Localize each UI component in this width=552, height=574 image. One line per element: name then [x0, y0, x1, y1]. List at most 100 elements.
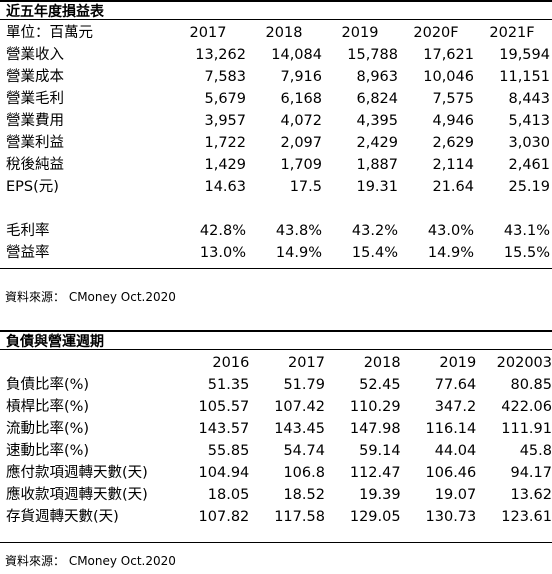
cell-value: 7,583 — [204, 69, 246, 85]
source-note: 資料來源： CMoney Oct.2020 — [5, 554, 176, 568]
cell-value: 11,151 — [499, 69, 550, 85]
table-row: 速動比率(%) 55.85 54.74 59.14 44.04 45.8 — [0, 440, 552, 462]
unit-label: 單位：百萬元 — [6, 25, 93, 41]
cell-value: 107.82 — [198, 509, 250, 525]
cell-value: 2,629 — [432, 135, 474, 151]
cell-value: 2,097 — [280, 135, 322, 151]
cell-value: 25.19 — [508, 179, 550, 195]
table-row: 稅後純益 1,429 1,709 1,887 2,114 2,461 — [0, 154, 550, 176]
row-label: 毛利率 — [6, 223, 50, 239]
cell-value: 107.42 — [274, 399, 325, 415]
cell-value: 13,262 — [195, 47, 246, 63]
table-row: 應收款項週轉天數(天) 18.05 18.52 19.39 19.07 13.6… — [0, 484, 552, 506]
table-row: 毛利率 42.8% 43.8% 43.2% 43.0% 43.1% — [0, 220, 550, 242]
cell-value: 2,114 — [432, 157, 474, 173]
cell-value: 7,916 — [280, 69, 322, 85]
table-row: 應付款項週轉天數(天) 104.94 106.8 112.47 106.46 9… — [0, 462, 552, 484]
row-label: 速動比率(%) — [6, 443, 90, 459]
cell-value: 106.46 — [425, 465, 477, 481]
cell-value: 5,413 — [508, 113, 550, 129]
cell-value: 80.85 — [510, 377, 552, 393]
cell-value: 117.58 — [274, 509, 325, 525]
table-row: 槓桿比率(%) 105.57 107.42 110.29 347.2 422.0… — [0, 396, 552, 418]
cell-value: 21.64 — [432, 179, 474, 195]
income-statement-table: 單位：百萬元 2017 2018 2019 2020F 2021F 營業收入 1… — [0, 22, 550, 264]
row-label: 營益率 — [6, 245, 50, 261]
cell-value: 13.62 — [510, 487, 552, 503]
cell-value: 104.94 — [198, 465, 250, 481]
row-label: 營業毛利 — [6, 91, 64, 107]
cell-value: 14.9% — [427, 245, 474, 261]
cell-value: 51.35 — [207, 377, 250, 393]
cell-value: 51.79 — [283, 377, 325, 393]
cell-value: 143.45 — [274, 421, 325, 437]
year-header: 2017 — [288, 355, 325, 371]
row-label: 應付款項週轉天數(天) — [6, 465, 148, 481]
cell-value: 2,461 — [508, 157, 550, 173]
cell-value: 17.5 — [289, 179, 322, 195]
cell-value: 19.31 — [356, 179, 398, 195]
cell-value: 130.73 — [425, 509, 477, 525]
cell-value: 15,788 — [347, 47, 398, 63]
cell-value: 347.2 — [434, 399, 477, 415]
table-row: 流動比率(%) 143.57 143.45 147.98 116.14 111.… — [0, 418, 552, 440]
cell-value: 45.8 — [519, 443, 552, 459]
cell-value: 4,946 — [432, 113, 474, 129]
cell-value: 116.14 — [425, 421, 477, 437]
cell-value: 129.05 — [349, 509, 401, 525]
debt-cycle-table: 2016 2017 2018 2019 202003 負債比率(%) 51.35… — [0, 352, 552, 528]
row-label: EPS(元) — [6, 179, 59, 195]
cell-value: 44.04 — [434, 443, 477, 459]
cell-value: 4,395 — [356, 113, 398, 129]
year-header: 2021F — [489, 25, 535, 41]
cell-value: 43.0% — [427, 223, 474, 239]
cell-value: 43.2% — [351, 223, 398, 239]
year-header: 2020F — [413, 25, 459, 41]
table-row: 營業成本 7,583 7,916 8,963 10,046 11,151 — [0, 66, 550, 88]
table-row: 營益率 13.0% 14.9% 15.4% 14.9% 15.5% — [0, 242, 550, 264]
year-header: 2019 — [439, 355, 477, 371]
cell-value: 15.5% — [503, 245, 550, 261]
cell-value: 77.64 — [434, 377, 477, 393]
row-label: 槓桿比率(%) — [6, 399, 90, 415]
cell-value: 15.4% — [351, 245, 398, 261]
cell-value: 14,084 — [271, 47, 322, 63]
income-header-row: 單位：百萬元 2017 2018 2019 2020F 2021F — [0, 22, 550, 44]
table-row: EPS(元) 14.63 17.5 19.31 21.64 25.19 — [0, 176, 550, 198]
row-label: 應收款項週轉天數(天) — [6, 487, 148, 503]
cell-value: 52.45 — [359, 377, 401, 393]
debt-cycle-title: 負債與營運週期 — [0, 330, 552, 350]
cell-value: 55.85 — [207, 443, 250, 459]
source-note: 資料來源： CMoney Oct.2020 — [5, 290, 176, 304]
cell-value: 1,722 — [204, 135, 246, 151]
year-header: 2018 — [265, 25, 303, 41]
cell-value: 54.74 — [283, 443, 325, 459]
row-label: 流動比率(%) — [6, 421, 90, 437]
table-row: 存貨週轉天數(天) 107.82 117.58 129.05 130.73 12… — [0, 506, 552, 528]
year-header: 2016 — [212, 355, 250, 371]
row-label: 稅後純益 — [6, 157, 64, 173]
cell-value: 18.05 — [207, 487, 250, 503]
year-header: 2018 — [363, 355, 401, 371]
cell-value: 43.8% — [275, 223, 322, 239]
table-row: 營業利益 1,722 2,097 2,429 2,629 3,030 — [0, 132, 550, 154]
cell-value: 42.8% — [199, 223, 246, 239]
cell-value: 14.63 — [204, 179, 246, 195]
divider — [0, 268, 552, 269]
cell-value: 19.39 — [359, 487, 401, 503]
divider — [0, 542, 552, 543]
table-row: 負債比率(%) 51.35 51.79 52.45 77.64 80.85 — [0, 374, 552, 396]
cell-value: 1,429 — [204, 157, 246, 173]
cell-value: 106.8 — [283, 465, 325, 481]
cell-value: 123.61 — [501, 509, 552, 525]
cell-value: 3,957 — [204, 113, 246, 129]
cell-value: 59.14 — [359, 443, 401, 459]
income-statement-section: 近五年度損益表 單位：百萬元 2017 2018 2019 2020F 2021… — [0, 0, 552, 304]
cell-value: 6,168 — [280, 91, 322, 107]
cell-value: 8,963 — [356, 69, 398, 85]
cell-value: 111.91 — [501, 421, 552, 437]
cell-value: 94.17 — [510, 465, 552, 481]
income-statement-title: 近五年度損益表 — [0, 0, 552, 20]
row-label: 存貨週轉天數(天) — [6, 509, 119, 525]
cell-value: 8,443 — [508, 91, 550, 107]
